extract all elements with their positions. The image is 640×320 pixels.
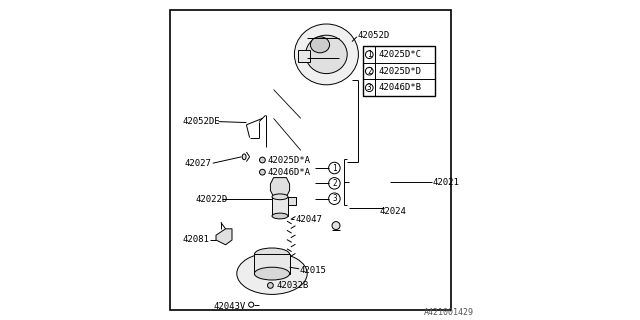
- Ellipse shape: [310, 37, 330, 53]
- Circle shape: [365, 51, 373, 59]
- Text: 3: 3: [332, 194, 337, 203]
- Text: 42021: 42021: [433, 178, 460, 187]
- Circle shape: [329, 178, 340, 189]
- Text: 42025D*D: 42025D*D: [379, 67, 422, 76]
- Text: 42046D*A: 42046D*A: [268, 168, 310, 177]
- Text: 42081: 42081: [182, 236, 209, 244]
- FancyBboxPatch shape: [364, 46, 435, 96]
- Text: A421001429: A421001429: [424, 308, 474, 317]
- Text: 42046D*B: 42046D*B: [379, 83, 422, 92]
- Circle shape: [365, 84, 373, 92]
- FancyBboxPatch shape: [298, 50, 310, 62]
- Ellipse shape: [243, 154, 246, 160]
- Circle shape: [260, 157, 265, 163]
- FancyBboxPatch shape: [272, 197, 288, 216]
- Text: 2: 2: [367, 67, 372, 76]
- Text: 42015: 42015: [300, 266, 326, 275]
- Text: 42024: 42024: [380, 207, 406, 216]
- Text: 42043V: 42043V: [214, 302, 246, 311]
- Ellipse shape: [306, 35, 347, 74]
- FancyBboxPatch shape: [288, 197, 296, 205]
- Ellipse shape: [272, 213, 288, 219]
- FancyBboxPatch shape: [254, 254, 290, 274]
- Circle shape: [329, 162, 340, 174]
- Text: 1: 1: [332, 164, 337, 172]
- Text: 42022D: 42022D: [195, 195, 227, 204]
- Ellipse shape: [237, 253, 307, 294]
- Text: 42052D: 42052D: [357, 31, 390, 40]
- Ellipse shape: [332, 222, 340, 230]
- Ellipse shape: [294, 24, 358, 85]
- Ellipse shape: [272, 194, 288, 200]
- Text: 1: 1: [367, 50, 372, 59]
- Circle shape: [248, 302, 253, 307]
- Ellipse shape: [255, 267, 290, 280]
- Ellipse shape: [255, 248, 290, 261]
- Text: 42025D*C: 42025D*C: [379, 50, 422, 59]
- Circle shape: [365, 68, 373, 75]
- Circle shape: [260, 169, 265, 175]
- Circle shape: [268, 283, 273, 288]
- Text: 2: 2: [332, 179, 337, 188]
- Polygon shape: [270, 178, 290, 197]
- Text: 42032B: 42032B: [277, 281, 309, 290]
- Circle shape: [329, 193, 340, 204]
- Text: 42052DE: 42052DE: [182, 117, 220, 126]
- Text: 42025D*A: 42025D*A: [268, 156, 310, 164]
- Text: 42027: 42027: [185, 159, 212, 168]
- Polygon shape: [216, 229, 232, 245]
- Text: 42047: 42047: [296, 215, 323, 224]
- Text: 3: 3: [367, 83, 372, 92]
